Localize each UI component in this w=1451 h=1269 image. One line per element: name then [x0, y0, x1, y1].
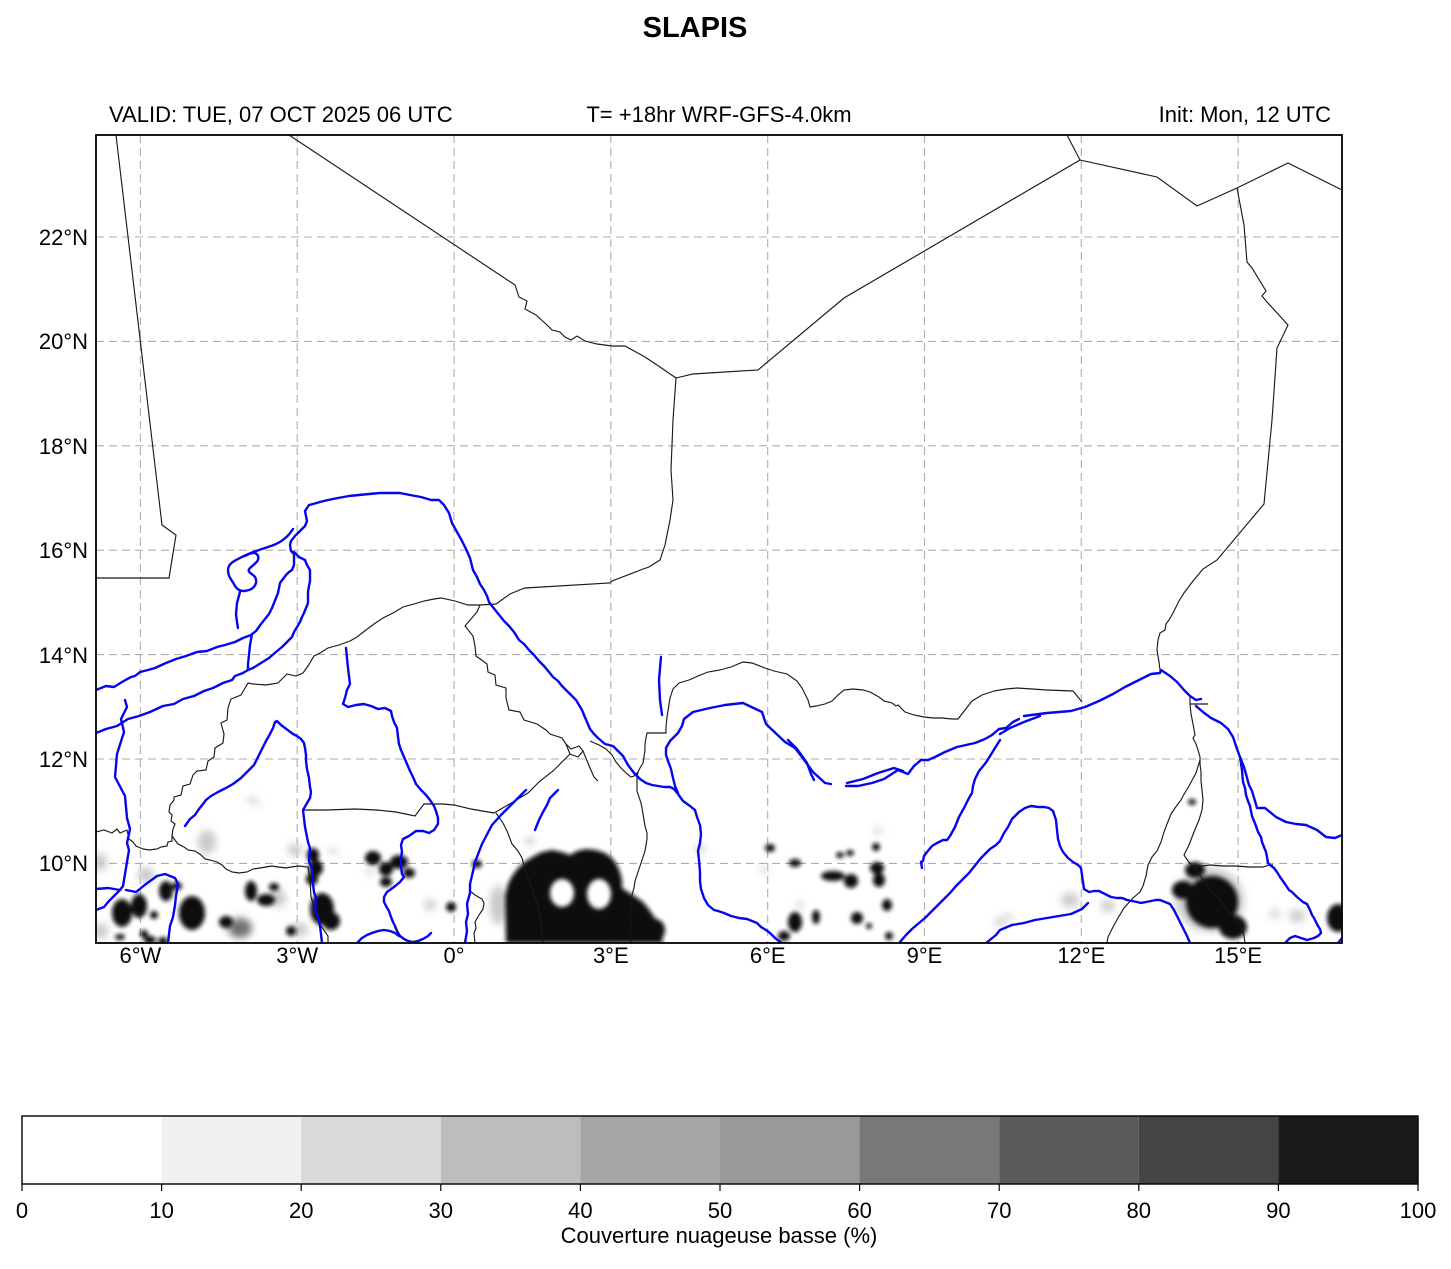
svg-text:3°E: 3°E [593, 943, 629, 968]
svg-text:30: 30 [429, 1198, 453, 1223]
svg-text:10: 10 [149, 1198, 173, 1223]
svg-text:6°W: 6°W [119, 943, 161, 968]
svg-text:12°E: 12°E [1057, 943, 1105, 968]
svg-text:20°N: 20°N [39, 329, 88, 354]
svg-text:12°N: 12°N [39, 747, 88, 772]
svg-text:16°N: 16°N [39, 538, 88, 563]
svg-text:14°N: 14°N [39, 643, 88, 668]
svg-text:Init: Mon, 12 UTC: Init: Mon, 12 UTC [1159, 102, 1332, 127]
svg-text:60: 60 [847, 1198, 871, 1223]
svg-text:T= +18hr WRF-GFS-4.0km: T= +18hr WRF-GFS-4.0km [586, 102, 851, 127]
svg-text:90: 90 [1266, 1198, 1290, 1223]
svg-text:Couverture nuageuse basse (%): Couverture nuageuse basse (%) [561, 1223, 878, 1248]
svg-text:40: 40 [568, 1198, 592, 1223]
svg-text:20: 20 [289, 1198, 313, 1223]
svg-text:100: 100 [1400, 1198, 1437, 1223]
svg-text:80: 80 [1127, 1198, 1151, 1223]
svg-text:22°N: 22°N [39, 225, 88, 250]
svg-text:0°: 0° [443, 943, 464, 968]
svg-text:SLAPIS: SLAPIS [643, 12, 748, 44]
svg-text:9°E: 9°E [907, 943, 943, 968]
svg-text:18°N: 18°N [39, 434, 88, 459]
svg-text:0: 0 [16, 1198, 28, 1223]
svg-text:6°E: 6°E [750, 943, 786, 968]
svg-text:15°E: 15°E [1214, 943, 1262, 968]
svg-text:VALID: TUE, 07 OCT 2025 06 UTC: VALID: TUE, 07 OCT 2025 06 UTC [109, 102, 453, 127]
svg-text:3°W: 3°W [276, 943, 318, 968]
svg-text:50: 50 [708, 1198, 732, 1223]
svg-text:10°N: 10°N [39, 851, 88, 876]
svg-text:70: 70 [987, 1198, 1011, 1223]
